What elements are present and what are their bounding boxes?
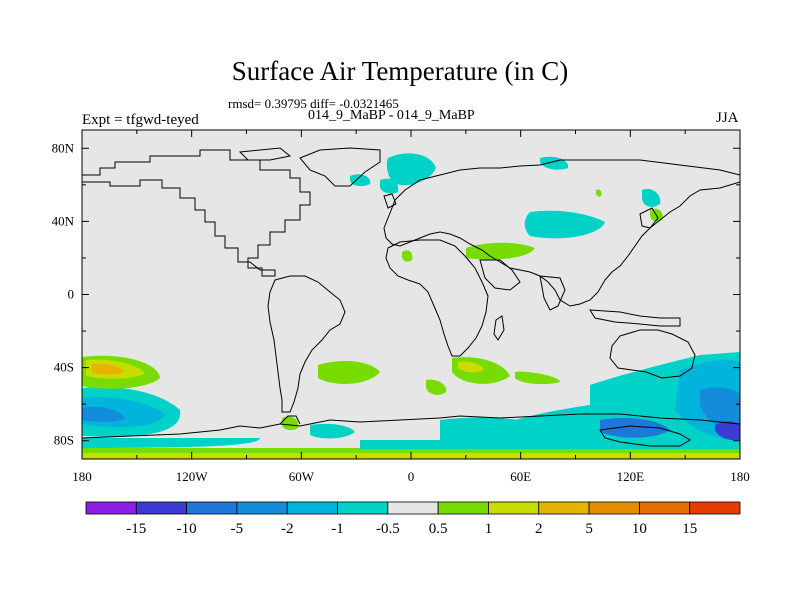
anomaly-region-green-arctic — [596, 189, 602, 197]
colorbar-swatch — [186, 501, 238, 515]
cases-line: 014_9_MaBP - 014_9_MaBP — [308, 108, 475, 123]
x-tick-label: 120W — [176, 469, 209, 484]
anomaly-region-deepblue-se — [715, 421, 740, 441]
colorbar-label: 0.5 — [429, 521, 448, 537]
anomaly-region-darkblue-se — [700, 387, 740, 431]
anomaly-region-orange-sw — [92, 363, 124, 375]
y-tick-label: 80N — [52, 140, 75, 155]
anomaly-region-green-s-atlantic — [318, 360, 380, 384]
coastline — [82, 147, 740, 459]
plot-title: Surface Air Temperature (in C) — [231, 56, 569, 86]
x-tick-label: 180 — [730, 469, 750, 484]
x-tick-label: 120E — [617, 469, 645, 484]
coastline-ross-sea — [599, 425, 691, 447]
coastline-australia — [609, 329, 696, 379]
coastline-north-america — [82, 149, 311, 277]
anomaly-region-cyan-arctic2 — [380, 178, 399, 194]
colorbar-label: 10 — [632, 521, 647, 537]
anomaly-region-cyan-s-atlantic — [440, 417, 540, 447]
coastline-africa — [385, 239, 489, 357]
colorbar-label: 5 — [585, 521, 593, 537]
colorbar-label: 2 — [535, 521, 543, 537]
anomaly-region-darkblue-sw — [82, 406, 125, 422]
coastline-se-asia — [589, 309, 681, 327]
anomaly-region-cyan-asia — [524, 210, 605, 239]
colorbar-label: -2 — [281, 521, 294, 537]
colorbar-swatch — [437, 501, 489, 515]
x-tick-label: 60E — [510, 469, 531, 484]
anomaly-region-cyan-bottom-w — [82, 438, 260, 448]
x-tick-label: 60W — [289, 469, 315, 484]
coastline-india — [539, 275, 566, 311]
experiment-label: Expt = tfgwd-teyed — [82, 112, 199, 128]
colorbar-swatch — [286, 501, 338, 515]
y-tick-label: 40S — [54, 360, 74, 375]
anomaly-region-cyan-arctic — [386, 153, 436, 186]
anomaly-region-yellowgreen-s-indian — [458, 361, 484, 373]
coastline-south-america — [267, 275, 346, 413]
y-tick-label: 40N — [52, 213, 75, 228]
coastline-arabia — [479, 259, 521, 291]
y-tick-label: 0 — [68, 287, 75, 302]
coastline-madagascar — [493, 315, 505, 341]
colorbar-labels: -15 -10 -5 -2 -1 -0.5 0.5 1 2 5 10 15 — [126, 521, 697, 537]
colorbar-label: 1 — [485, 521, 493, 537]
x-tick-label: 0 — [408, 469, 415, 484]
colorbar — [85, 501, 741, 515]
colorbar-label: -0.5 — [376, 521, 400, 537]
colorbar-swatch — [689, 501, 741, 515]
coastline-uk — [383, 193, 397, 209]
colorbar-swatch — [387, 501, 439, 515]
y-tick-label: 80S — [54, 433, 74, 448]
colorbar-label: -1 — [331, 521, 344, 537]
colorbar-swatch — [236, 501, 288, 515]
colorbar-swatch — [538, 501, 590, 515]
colorbar-swatch — [588, 501, 640, 515]
stats-line: rmsd= 0.39795 diff= -0.0321465 — [228, 96, 399, 111]
coastline-japan — [639, 207, 659, 229]
anomaly-region-green-s-indian2 — [426, 379, 447, 395]
y-axis: 80N 40N 0 40S 80S — [52, 140, 740, 448]
colorbar-swatch — [488, 501, 540, 515]
colorbar-swatch — [85, 501, 137, 515]
anomaly-region-green-sw-pacific — [282, 416, 299, 431]
coastline-eurasia — [383, 159, 740, 307]
anomaly-region-cyan-n-atlantic — [350, 174, 371, 187]
colorbar-swatch — [337, 501, 389, 515]
colorbar-swatch — [638, 501, 691, 515]
colorbar-label: -5 — [231, 521, 244, 537]
anomaly-region-cyan-ne-asia — [642, 188, 661, 207]
colorbar-label: -15 — [126, 521, 146, 537]
anomaly-region-green-s-indian3 — [515, 371, 560, 385]
colorbar-label: -10 — [177, 521, 197, 537]
season-label: JJA — [716, 110, 739, 126]
x-tick-label: 180 — [72, 469, 92, 484]
coastline-greenland — [299, 147, 381, 187]
colorbar-swatch — [135, 501, 188, 515]
colorbar-label: 15 — [682, 521, 697, 537]
coastline-arctic-islands — [238, 147, 292, 161]
anomaly-region-green-n-africa — [466, 242, 535, 260]
anomaly-region-cyan-sw-pacific — [310, 423, 355, 439]
x-axis: 180 120W 60W 0 60E 120E 180 — [72, 130, 750, 484]
anomaly-region-cyan-bottom-e — [360, 440, 740, 449]
anomaly-region-darkblue-ross — [600, 418, 670, 438]
coastline-antarctica — [82, 413, 740, 459]
coastline-antarctic-peninsula — [279, 415, 301, 425]
anomaly-region-green-w-africa — [402, 250, 413, 262]
